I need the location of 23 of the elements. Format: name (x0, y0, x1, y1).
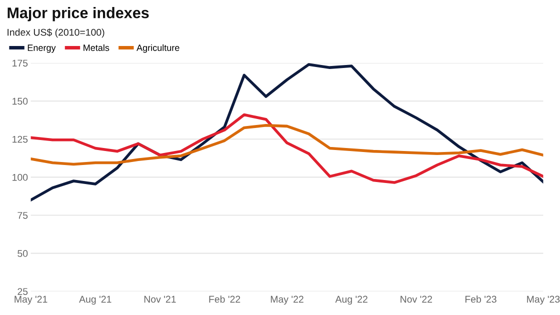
x-tick-label: May '22 (270, 296, 304, 305)
x-tick-label: Aug '22 (335, 296, 368, 305)
y-tick-label: 50 (18, 250, 28, 257)
line-series (30, 113, 544, 184)
x-tick-label: May '23 (527, 296, 560, 305)
legend-label: Agriculture (136, 44, 180, 53)
x-tick-label: Nov '21 (144, 296, 176, 303)
x-tick-label: May '21 (14, 296, 48, 305)
x-tick-label: Nov '22 (400, 296, 432, 303)
y-tick-label: 75 (18, 212, 28, 219)
legend-label: Energy (28, 44, 56, 53)
x-tick-label: Feb '22 (209, 296, 240, 303)
x-tick-label: Aug '21 (79, 296, 112, 305)
y-tick-label: 175 (12, 60, 28, 67)
line-series (30, 124, 544, 166)
legend-label: Metals (84, 44, 110, 51)
y-tick-label: 100 (12, 174, 28, 181)
chart-title: Major price indexes (8, 7, 149, 22)
chart-subtitle: Index US$ (2010=100) (8, 28, 104, 38)
x-tick-label: Feb '23 (465, 296, 496, 303)
y-tick-label: 150 (12, 98, 28, 105)
y-tick-label: 25 (18, 288, 28, 295)
y-tick-label: 125 (12, 136, 28, 143)
